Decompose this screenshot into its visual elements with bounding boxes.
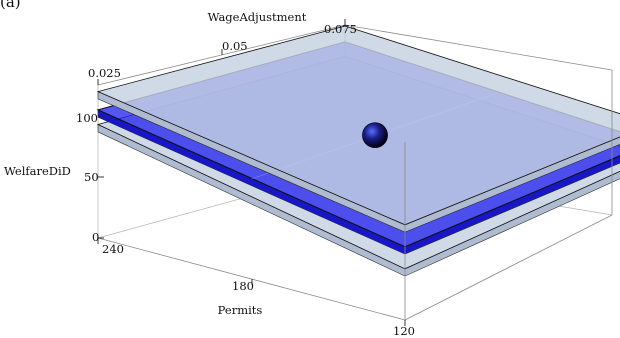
wage-tick-label: 0.075 [324,22,357,36]
wage-tick-label: 0.05 [222,39,248,53]
estimate-marker [362,122,388,149]
welfare-tick-label: 0 [92,230,99,244]
wage-axis-label: WageAdjustment [208,10,307,24]
box-edge [97,237,406,321]
permits-tick-label: 120 [393,324,415,338]
panel-label: (a) [0,0,21,11]
axis-ticks [97,19,406,326]
permits-tick-label: 180 [232,279,254,293]
welfare-tick-label: 50 [84,170,99,184]
permits-tick-label: 240 [102,242,124,256]
surface-upper-confidence-band [96,25,620,226]
welfare-axis-label: WelfareDiD [4,164,71,178]
box-edge [344,24,613,71]
permits-axis-label: Permits [218,303,263,317]
wage-tick-label: 0.025 [88,66,121,80]
box-edge [404,214,613,321]
surface-layers [96,25,620,277]
welfare-tick-label: 100 [76,111,98,125]
box-edge [97,24,346,86]
